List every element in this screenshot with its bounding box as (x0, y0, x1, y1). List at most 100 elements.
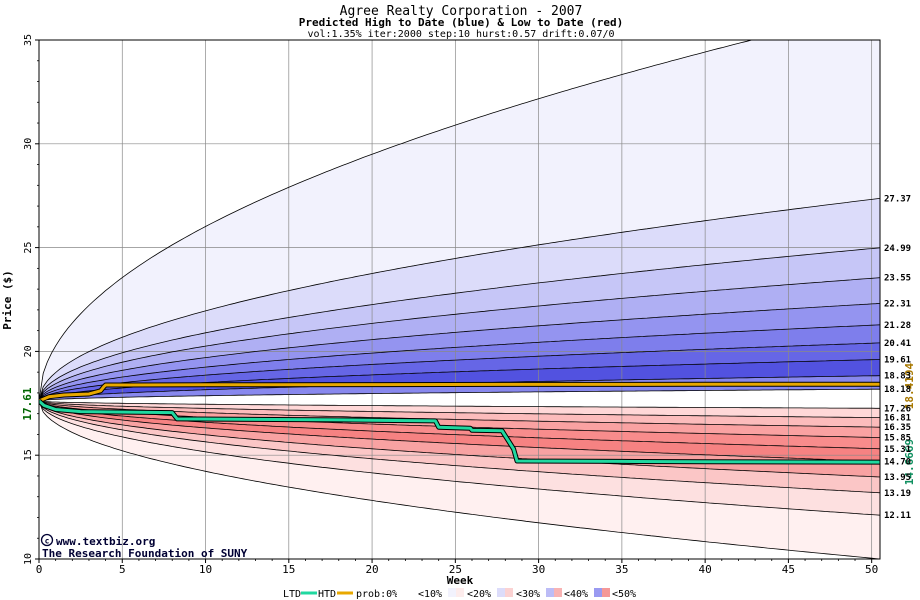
series-lines (39, 381, 880, 465)
legend: LTD HTD prob:0% <10% <20% <30% <40% <50% (283, 588, 636, 600)
quantile-line-low (39, 400, 880, 418)
blue-band (39, 198, 880, 401)
quantile-label: 20.41 (884, 339, 911, 349)
quantile-line-low (39, 400, 880, 494)
quantile-label: 16.35 (884, 423, 911, 433)
red-band (39, 401, 880, 516)
plot-frame (38, 39, 881, 560)
blue-band (39, 40, 880, 401)
htd-end-label: 18.4194 (903, 362, 916, 409)
x-axis-label: Week (447, 574, 474, 587)
watermark-line2: The Research Foundation of SUNY (42, 547, 248, 560)
quantile-label: 27.37 (884, 194, 911, 204)
quantile-line-high (39, 277, 880, 402)
legend-swatch-40-blue (594, 588, 602, 597)
quantile-line-low (39, 400, 880, 462)
quantile-label: 23.55 (884, 274, 911, 284)
ltd-end-label: 14.6669 (903, 439, 916, 485)
quantile-line-high (39, 198, 880, 402)
quantile-label: 17.26 (884, 404, 911, 414)
red-band (39, 401, 880, 438)
y-tick-label: 10 (23, 553, 34, 565)
x-tick-label: 20 (365, 563, 378, 576)
quantile-labels: 27.37 24.99 23.55 22.31 21.28 20.41 19.61 18.83… (884, 194, 911, 521)
x-tick-label: 0 (36, 563, 43, 576)
axis-ticks: 0 5 10 15 20 25 30 35 40 45 50 10 15 20 25 30 35 (23, 34, 878, 576)
quantile-line-low (39, 400, 880, 409)
blue-band (39, 277, 880, 401)
series-line-htd (39, 382, 880, 403)
chart-title: Agree Realty Corporation - 2007 (340, 4, 583, 19)
legend-prob-label: prob:0% (356, 589, 398, 600)
red-band (39, 401, 880, 428)
legend-swatch-40-red (602, 588, 610, 597)
quantile-label: 22.31 (884, 299, 911, 309)
watermark-line1: www.textbiz.org (56, 535, 155, 548)
blue-band (39, 359, 880, 401)
legend-swatch-10-red (456, 588, 464, 597)
red-band (39, 401, 880, 559)
red-band (39, 401, 880, 418)
legend-lt50-label: <50% (612, 589, 636, 600)
x-tick-label: 25 (449, 563, 462, 576)
quantile-label: 18.18 (884, 385, 911, 395)
x-tick-label: 30 (532, 563, 545, 576)
legend-lt20-label: <20% (467, 589, 491, 600)
red-band (39, 401, 880, 462)
quantile-line-high (39, 388, 880, 402)
quantile-line-high (39, 324, 880, 402)
quantile-lines (39, 40, 880, 559)
quantile-label: 13.95 (884, 473, 911, 483)
x-tick-label: 15 (282, 563, 295, 576)
legend-ltd-label: LTD (283, 589, 301, 600)
quantile-label: 19.61 (884, 355, 911, 365)
x-tick-label: 50 (865, 563, 878, 576)
copyright-icon (40, 533, 54, 547)
quantile-line-high (39, 342, 880, 402)
watermark: c www.textbiz.org The Research Foundatio… (40, 533, 248, 560)
quantile-label: 24.99 (884, 244, 911, 254)
y-tick-label: 35 (23, 34, 34, 46)
legend-lt10-label: <10% (418, 589, 442, 600)
quantile-line-high (39, 40, 754, 402)
start-price-label: 17.61 (21, 387, 34, 420)
blue-band (39, 324, 880, 401)
quantile-line-low (39, 400, 880, 516)
quantile-line-high (39, 303, 880, 402)
x-tick-label: 5 (119, 563, 126, 576)
y-tick-label: 15 (23, 449, 34, 461)
legend-swatch-20-red (505, 588, 513, 597)
quantile-label: 18.83 (884, 372, 911, 382)
red-band (39, 401, 880, 477)
x-tick-label: 40 (699, 563, 712, 576)
quantile-line-high (39, 247, 880, 402)
quantile-line-low (39, 400, 880, 478)
series-line-ltd (39, 399, 880, 464)
quantile-label: 21.28 (884, 321, 911, 331)
legend-swatch-20-blue (497, 588, 505, 597)
y-tick-label: 25 (23, 242, 34, 254)
x-tick-label: 10 (199, 563, 212, 576)
x-tick-label: 45 (782, 563, 795, 576)
quantile-label: 14.70 (884, 457, 911, 467)
chart-subtitle: Predicted High to Date (blue) & Low to D… (299, 16, 624, 29)
y-tick-label: 30 (23, 138, 34, 150)
quantile-line-low (39, 400, 880, 559)
red-band (39, 401, 880, 449)
quantile-label: 12.11 (884, 511, 911, 521)
chart-params: vol:1.35% iter:2000 step:10 hurst:0.57 d… (307, 29, 614, 40)
probability-bands (39, 40, 880, 559)
y-axis-label: Price ($) (1, 270, 14, 330)
x-tick-label: 35 (615, 563, 628, 576)
legend-swatch-0 (397, 588, 413, 597)
legend-lt30-label: <30% (516, 589, 540, 600)
legend-swatch-10-blue (448, 588, 456, 597)
blue-band (39, 303, 880, 401)
quantile-label: 15.31 (884, 445, 911, 455)
y-tick-label: 20 (23, 345, 34, 357)
quantile-label: 15.85 (884, 434, 911, 444)
legend-htd-label: HTD (318, 589, 336, 600)
quantile-label: 16.81 (884, 414, 911, 424)
copyright-icon-letter: c (45, 537, 50, 546)
